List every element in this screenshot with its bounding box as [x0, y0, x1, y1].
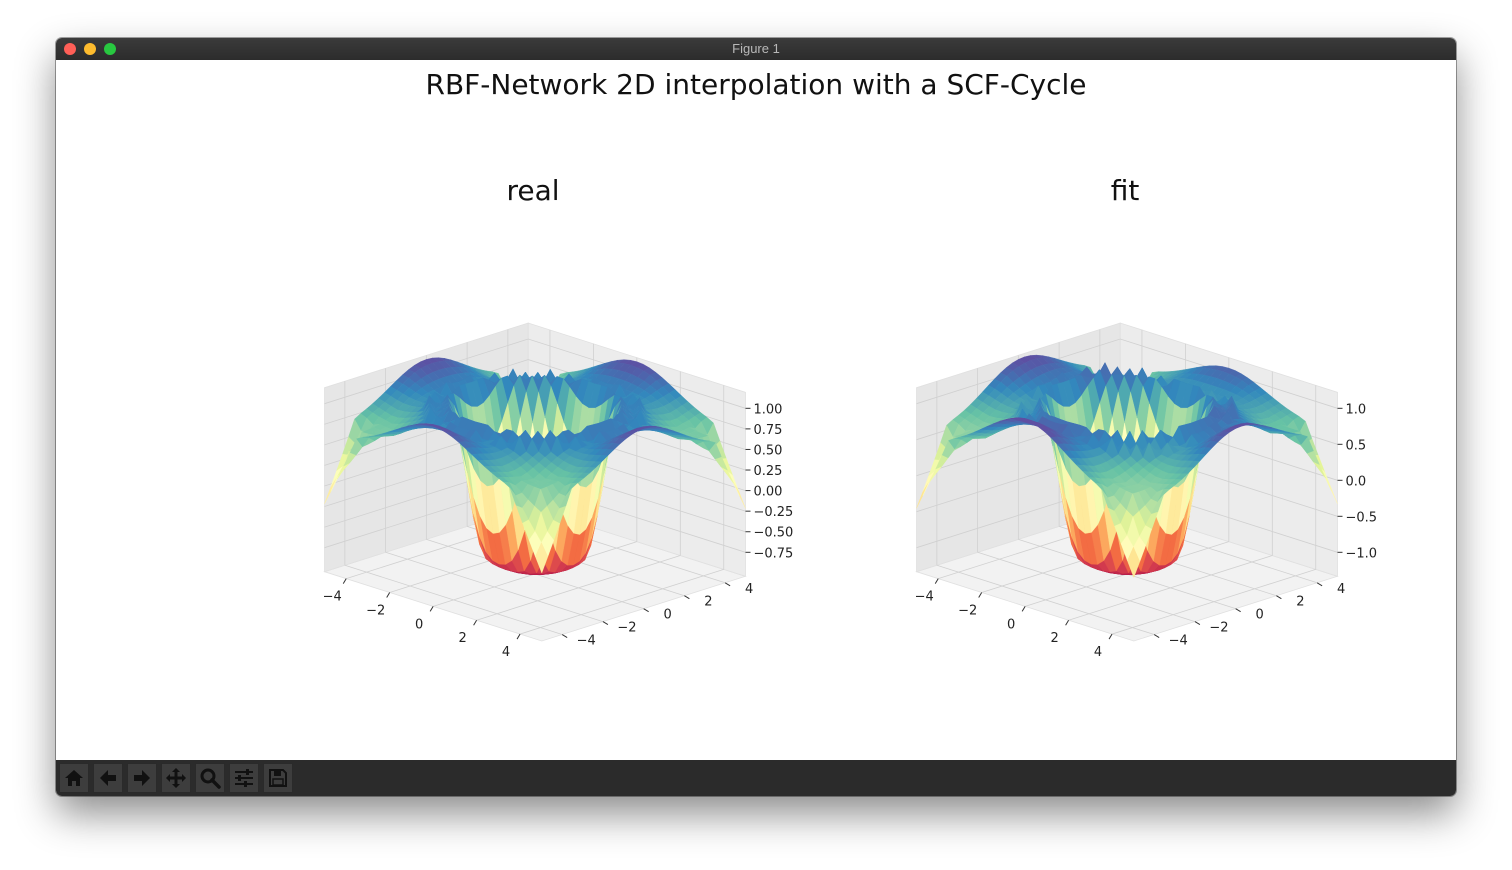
y-tick-label: 2 — [704, 595, 712, 610]
forward-button[interactable] — [127, 763, 157, 793]
x-tick-mark — [934, 578, 939, 584]
y-tick-label: −4 — [577, 634, 596, 649]
title-bar: Figure 1 — [56, 38, 1456, 61]
y-tick-label: −4 — [1169, 634, 1188, 649]
x-tick-mark — [342, 578, 347, 584]
z-tick-label: −1.0 — [1345, 546, 1377, 561]
configure-subplots-button[interactable] — [229, 763, 259, 793]
subplot-title: real — [506, 174, 559, 207]
x-tick-mark — [516, 633, 521, 640]
z-tick-label: 0.0 — [1345, 474, 1366, 489]
y-tick-label: 4 — [1337, 582, 1345, 597]
pan-move-icon — [166, 768, 186, 788]
z-tick-label: 0.5 — [1345, 438, 1366, 453]
z-tick-label: 0.25 — [753, 464, 782, 479]
configure-subplots-icon — [235, 769, 253, 787]
z-tick-label: 0.50 — [753, 443, 782, 458]
z-tick-label: −0.75 — [753, 546, 793, 561]
zoom-magnifier-icon — [200, 768, 221, 789]
y-tick-label: 4 — [745, 582, 753, 597]
grid-line — [324, 338, 746, 409]
maximize-window-button[interactable] — [104, 43, 116, 55]
grid-line — [519, 568, 724, 635]
window-title: Figure 1 — [732, 41, 780, 56]
subplot-fit: −4 −2 0 2 4 4 2 0 −2 −4 1.0 0.5 0.0 −0.5 −1.0 fit — [915, 174, 1377, 660]
zoom-button[interactable] — [195, 763, 225, 793]
minimize-window-button[interactable] — [84, 43, 96, 55]
x-tick-label: 4 — [1094, 645, 1102, 660]
z-tick-label: −0.50 — [753, 526, 793, 541]
z-tick-label: 1.0 — [1345, 402, 1366, 417]
x-tick-label: 0 — [1007, 617, 1015, 632]
y-tick-label: 0 — [1255, 608, 1263, 623]
z-tick-label: 0.00 — [753, 485, 782, 500]
x-tick-label: −2 — [958, 603, 977, 618]
y-tick-mark — [602, 621, 609, 626]
grid-line — [1111, 568, 1316, 635]
x-tick-mark — [1021, 606, 1026, 612]
figure-suptitle: RBF-Network 2D interpolation with a SCF-… — [425, 68, 1087, 101]
y-tick-mark — [1153, 634, 1160, 638]
z-tick-label: −0.25 — [753, 505, 793, 520]
y-tick-label: 0 — [663, 608, 671, 623]
grid-line — [1068, 555, 1273, 621]
y-tick-mark — [1194, 621, 1201, 626]
y-tick-mark — [1235, 608, 1241, 613]
y-tick-label: 2 — [1296, 595, 1304, 610]
x-tick-label: 2 — [1050, 631, 1058, 646]
home-icon — [65, 770, 83, 786]
subplot-title: fit — [1111, 174, 1140, 207]
figure-window: Figure 1 RBF-Network 2D interpolation wi… — [56, 38, 1456, 796]
x-tick-label: −4 — [323, 590, 342, 605]
x-tick-label: −4 — [915, 590, 934, 605]
x-tick-mark — [473, 619, 478, 626]
close-window-button[interactable] — [64, 43, 76, 55]
x-tick-label: 0 — [415, 617, 423, 632]
home-button[interactable] — [59, 763, 89, 793]
grid-line — [916, 338, 1338, 409]
x-tick-label: 2 — [458, 631, 466, 646]
figure-canvas[interactable]: RBF-Network 2D interpolation with a SCF-… — [56, 60, 1456, 760]
surface — [916, 354, 1338, 579]
x-tick-mark — [978, 592, 983, 598]
pan-button[interactable] — [161, 763, 191, 793]
plots-svg: −4−2024420−2−41.000.750.500.250.00−0.25−… — [323, 174, 1377, 660]
x-tick-label: 4 — [502, 645, 510, 660]
save-floppy-icon — [269, 769, 287, 787]
back-arrow-icon — [100, 770, 116, 786]
z-tick-label: −0.5 — [1345, 510, 1377, 525]
x-tick-mark — [1108, 633, 1113, 640]
x-tick-mark — [429, 606, 434, 612]
back-button[interactable] — [93, 763, 123, 793]
z-tick-label: 0.75 — [753, 423, 782, 438]
y-tick-label: −2 — [617, 621, 636, 636]
x-tick-mark — [1065, 619, 1070, 626]
save-button[interactable] — [263, 763, 293, 793]
surface — [324, 357, 746, 575]
y-tick-mark — [643, 608, 649, 613]
z-tick-label: 1.00 — [753, 402, 782, 417]
y-tick-label: −2 — [1209, 621, 1228, 636]
y-tick-mark — [1276, 595, 1282, 600]
navigation-toolbar — [56, 760, 1456, 796]
x-tick-label: −2 — [366, 603, 385, 618]
y-tick-mark — [1316, 582, 1323, 587]
subplot-real: −4 −2 0 2 4 4 2 0 −2 −4 1.00 0.75 0.50 0.25 0.00 −0.25 −… — [323, 174, 794, 660]
forward-arrow-icon — [134, 770, 150, 786]
y-tick-mark — [684, 595, 690, 600]
y-tick-mark — [561, 634, 568, 638]
surface-facet — [535, 542, 549, 574]
grid-line — [476, 555, 681, 621]
y-tick-mark — [724, 582, 731, 587]
x-tick-mark — [386, 592, 391, 598]
